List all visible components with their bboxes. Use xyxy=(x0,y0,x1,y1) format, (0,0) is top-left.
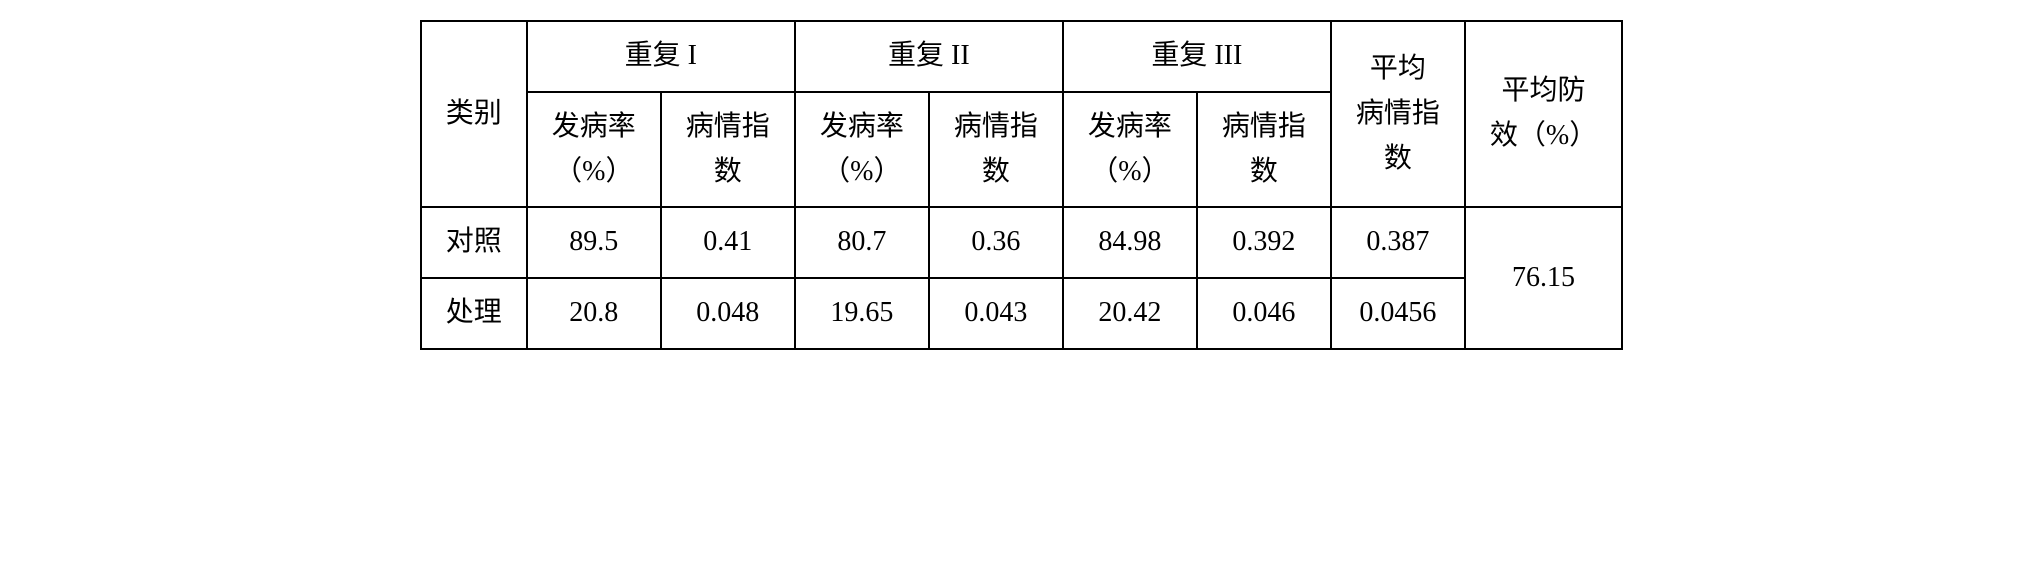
cell-value: 20.8 xyxy=(527,278,661,349)
col-r2-index: 病情指数 xyxy=(929,92,1063,208)
cell-value: 0.046 xyxy=(1197,278,1331,349)
col-r2-incidence: 发病率（%） xyxy=(795,92,929,208)
cell-value: 0.392 xyxy=(1197,207,1331,278)
col-repeat3: 重复 III xyxy=(1063,21,1331,92)
cell-value: 89.5 xyxy=(527,207,661,278)
cell-category: 处理 xyxy=(421,278,527,349)
cell-category: 对照 xyxy=(421,207,527,278)
cell-avg-effect: 76.15 xyxy=(1465,207,1622,349)
cell-value: 84.98 xyxy=(1063,207,1197,278)
col-avg-effect: 平均防效（%） xyxy=(1465,21,1622,207)
cell-value: 0.387 xyxy=(1331,207,1465,278)
cell-value: 0.043 xyxy=(929,278,1063,349)
col-r1-incidence: 发病率（%） xyxy=(527,92,661,208)
col-r3-index: 病情指数 xyxy=(1197,92,1331,208)
table-row: 处理 20.8 0.048 19.65 0.043 20.42 0.046 0.… xyxy=(421,278,1622,349)
cell-value: 0.36 xyxy=(929,207,1063,278)
data-table: 类别 重复 I 重复 II 重复 III 平均病情指数 平均防效（%） 发病率（… xyxy=(420,20,1623,350)
col-avg-index: 平均病情指数 xyxy=(1331,21,1465,207)
col-r3-incidence: 发病率（%） xyxy=(1063,92,1197,208)
table-row: 对照 89.5 0.41 80.7 0.36 84.98 0.392 0.387… xyxy=(421,207,1622,278)
col-r1-index: 病情指数 xyxy=(661,92,795,208)
cell-value: 80.7 xyxy=(795,207,929,278)
cell-value: 0.41 xyxy=(661,207,795,278)
cell-value: 19.65 xyxy=(795,278,929,349)
col-repeat1: 重复 I xyxy=(527,21,795,92)
cell-value: 0.0456 xyxy=(1331,278,1465,349)
col-repeat2: 重复 II xyxy=(795,21,1063,92)
col-category: 类别 xyxy=(421,21,527,207)
cell-value: 0.048 xyxy=(661,278,795,349)
header-row-1: 类别 重复 I 重复 II 重复 III 平均病情指数 平均防效（%） xyxy=(421,21,1622,92)
cell-value: 20.42 xyxy=(1063,278,1197,349)
